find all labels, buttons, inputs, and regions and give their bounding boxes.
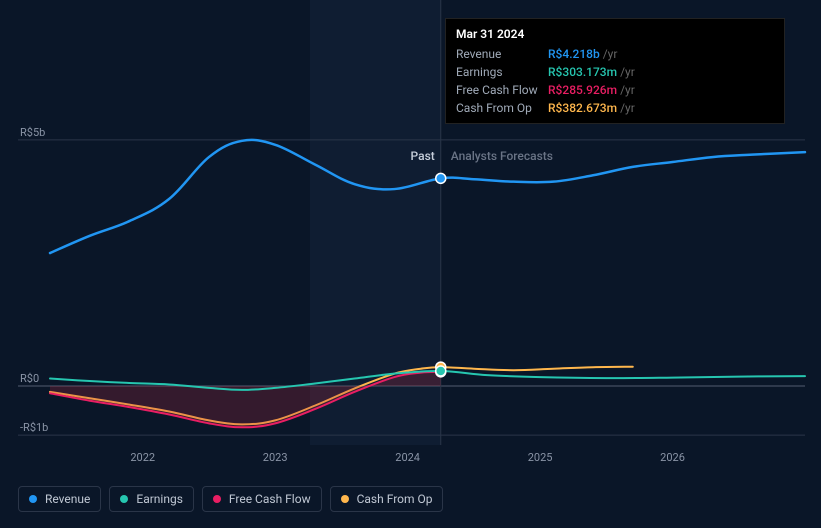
legend-swatch bbox=[29, 495, 37, 503]
tooltip-metric-label: Cash From Op bbox=[456, 99, 548, 117]
forecast-section-label: Analysts Forecasts bbox=[451, 149, 553, 163]
tooltip-metric-value: R$303.173m bbox=[548, 63, 617, 81]
tooltip-metric-label: Earnings bbox=[456, 63, 548, 81]
tooltip-metric-label: Revenue bbox=[456, 45, 548, 63]
tooltip-row: RevenueR$4.218b/yr bbox=[456, 45, 774, 63]
tooltip-title: Mar 31 2024 bbox=[456, 25, 774, 43]
tooltip-metric-value: R$382.673m bbox=[548, 99, 617, 117]
chart-tooltip: Mar 31 2024 RevenueR$4.218b/yrEarningsR$… bbox=[445, 18, 785, 124]
tooltip-unit: /yr bbox=[620, 81, 635, 99]
tooltip-row: EarningsR$303.173m/yr bbox=[456, 63, 774, 81]
tooltip-unit: /yr bbox=[620, 99, 635, 117]
x-tick-label: 2026 bbox=[660, 451, 685, 464]
tooltip-unit: /yr bbox=[603, 45, 618, 63]
y-tick-label: -R$1b bbox=[20, 421, 48, 434]
legend-label: Cash From Op bbox=[357, 492, 433, 506]
legend-item-cash_from_op[interactable]: Cash From Op bbox=[330, 486, 444, 512]
chart-legend: Revenue Earnings Free Cash Flow Cash From O… bbox=[18, 486, 443, 512]
x-tick-label: 2025 bbox=[528, 451, 553, 464]
legend-label: Free Cash Flow bbox=[229, 492, 311, 506]
tooltip-unit: /yr bbox=[620, 63, 635, 81]
tooltip-row: Free Cash FlowR$285.926m/yr bbox=[456, 81, 774, 99]
tooltip-row: Cash From OpR$382.673m/yr bbox=[456, 99, 774, 117]
tooltip-metric-value: R$285.926m bbox=[548, 81, 617, 99]
y-tick-label: R$5b bbox=[20, 126, 45, 139]
x-tick-label: 2022 bbox=[130, 451, 155, 464]
y-tick-label: R$0 bbox=[20, 372, 39, 385]
legend-item-revenue[interactable]: Revenue bbox=[18, 486, 101, 512]
marker-earnings bbox=[436, 366, 446, 376]
legend-item-earnings[interactable]: Earnings bbox=[109, 486, 194, 512]
x-tick-label: 2024 bbox=[395, 451, 420, 464]
legend-label: Revenue bbox=[45, 492, 90, 506]
legend-item-free_cash_flow[interactable]: Free Cash Flow bbox=[202, 486, 322, 512]
tooltip-metric-value: R$4.218b bbox=[548, 45, 600, 63]
past-section-label: Past bbox=[411, 149, 435, 163]
legend-swatch bbox=[341, 495, 349, 503]
marker-revenue bbox=[436, 173, 446, 183]
legend-swatch bbox=[213, 495, 221, 503]
tooltip-metric-label: Free Cash Flow bbox=[456, 81, 548, 99]
x-tick-label: 2023 bbox=[263, 451, 288, 464]
legend-swatch bbox=[120, 495, 128, 503]
legend-label: Earnings bbox=[136, 492, 183, 506]
financial-forecast-chart[interactable]: Past Analysts Forecasts -R$1b R$0 R$5b 202… bbox=[0, 0, 821, 524]
